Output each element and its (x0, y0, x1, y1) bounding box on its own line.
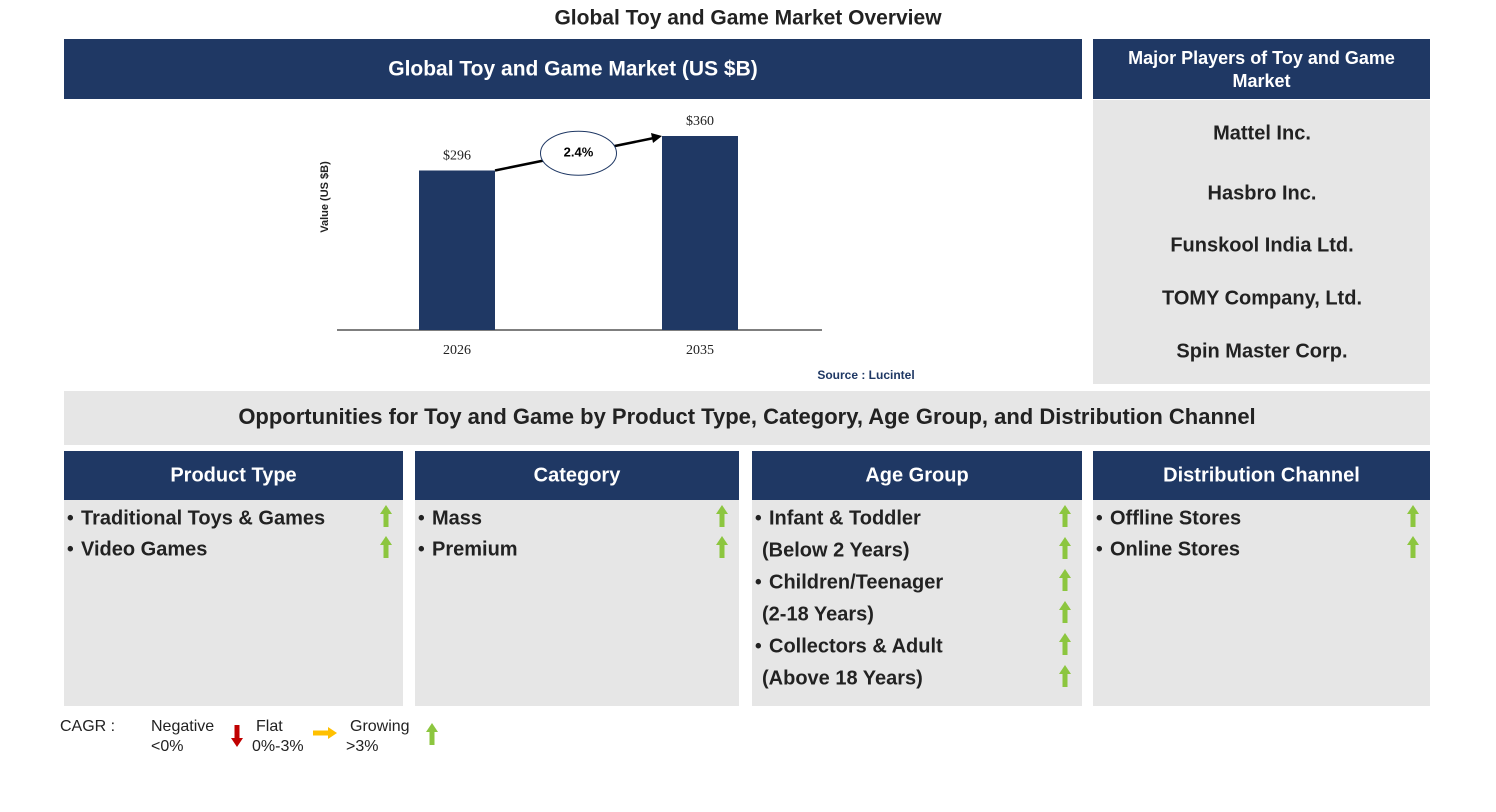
arrow-up (426, 723, 438, 745)
arrow-up (1059, 633, 1071, 655)
legend-title: CAGR : (60, 718, 115, 735)
legend-range: <0% (151, 738, 183, 755)
column-body (1093, 500, 1430, 706)
opportunities-header (64, 391, 1430, 445)
bullet: • (755, 572, 762, 593)
arrow-up (380, 505, 392, 527)
arrow-right (313, 727, 337, 739)
growth-label: 2.4% (564, 145, 594, 160)
legend-label: Negative (151, 718, 214, 735)
arrow-up (1059, 505, 1071, 527)
page-title: Global Toy and Game Market Overview (554, 7, 942, 30)
arrow-up (1059, 569, 1071, 591)
legend-range: 0%-3% (252, 738, 304, 755)
arrow-up (716, 536, 728, 558)
item-text: Video Games (81, 538, 207, 560)
item-text: (Above 18 Years) (762, 667, 923, 689)
arrow-up (1059, 537, 1071, 559)
legend-range: >3% (346, 738, 378, 755)
item-text: (2-18 Years) (762, 603, 874, 625)
bullet: • (418, 539, 425, 560)
arrow-up (1407, 536, 1419, 558)
bar (419, 170, 495, 330)
column-header (752, 451, 1082, 500)
arrow-up (1407, 505, 1419, 527)
bullet: • (755, 636, 762, 657)
bullet: • (1096, 508, 1103, 529)
players-title: Major Players of Toy and Game Market (1128, 48, 1395, 91)
arrow-down (231, 725, 243, 747)
x-tick-label: 2026 (443, 343, 471, 358)
arrow-up (716, 505, 728, 527)
column-body (415, 500, 739, 706)
item-text: Mass (432, 507, 482, 529)
arrow-up (1059, 665, 1071, 687)
item-text: Premium (432, 538, 518, 560)
growth-arrow-head (651, 133, 662, 143)
column-body (64, 500, 403, 706)
y-axis-label: Value (US $B) (319, 161, 331, 233)
item-text: Children/Teenager (769, 571, 943, 593)
item-text: Infant & Toddler (769, 507, 921, 529)
column-title: Age Group (865, 464, 968, 486)
player-name: Funskool India Ltd. (1170, 234, 1353, 256)
player-name: Spin Master Corp. (1176, 340, 1347, 362)
item-text: (Below 2 Years) (762, 539, 909, 561)
players-title-box: Major Players of Toy and Game Market (1128, 48, 1395, 91)
legend-label: Growing (350, 718, 410, 735)
column-header (64, 451, 403, 500)
chart-header (64, 39, 1082, 99)
x-tick-label: 2035 (686, 343, 714, 358)
arrow-up (380, 536, 392, 558)
item-text: Collectors & Adult (769, 635, 943, 657)
players-header (1093, 39, 1430, 99)
legend-label: Flat (256, 718, 283, 735)
item-text: Offline Stores (1110, 507, 1241, 529)
chart-title: Global Toy and Game Market (US $B) (388, 58, 758, 81)
opportunities-title: Opportunities for Toy and Game by Produc… (238, 404, 1255, 429)
column-header (415, 451, 739, 500)
item-text: Online Stores (1110, 538, 1240, 560)
player-name: Hasbro Inc. (1208, 182, 1317, 204)
players-body (1093, 100, 1430, 384)
value-label: $360 (686, 114, 714, 129)
column-body (752, 500, 1082, 706)
item-text: Traditional Toys & Games (81, 507, 325, 529)
bullet: • (418, 508, 425, 529)
player-name: TOMY Company, Ltd. (1162, 287, 1362, 309)
column-title: Product Type (170, 464, 296, 486)
column-header (1093, 451, 1430, 500)
bullet: • (67, 539, 74, 560)
bullet: • (67, 508, 74, 529)
arrow-up (1059, 601, 1071, 623)
column-title: Distribution Channel (1163, 464, 1360, 486)
growth-ellipse (540, 130, 617, 176)
bullet: • (1096, 539, 1103, 560)
value-label: $296 (443, 149, 471, 164)
bar (662, 136, 738, 330)
bullet: • (755, 508, 762, 529)
player-name: Mattel Inc. (1213, 122, 1311, 144)
source: Source : Lucintel (817, 368, 914, 382)
column-title: Category (534, 464, 622, 486)
